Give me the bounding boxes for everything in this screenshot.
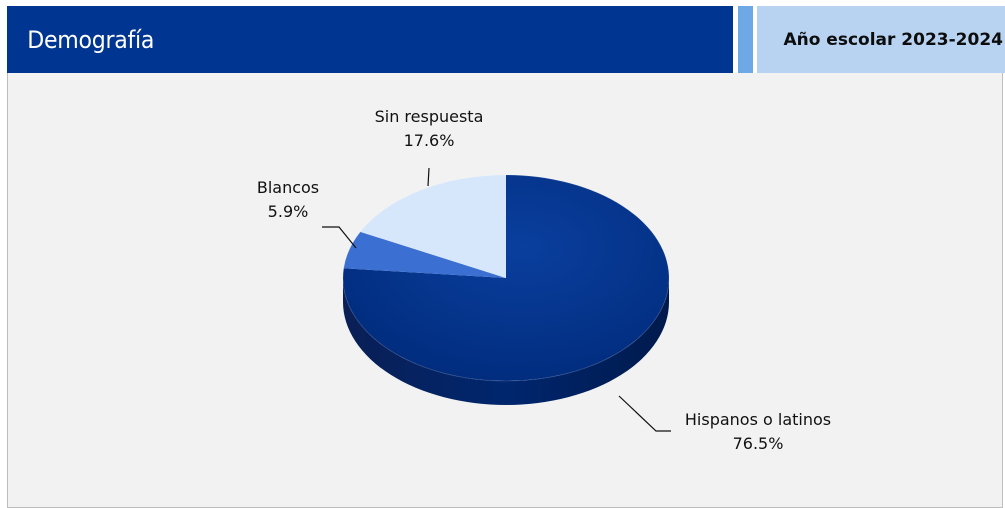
slice-category-label: Blancos <box>257 178 319 197</box>
slice-category-label: Hispanos o latinos <box>685 410 831 429</box>
pie-rim <box>342 174 670 382</box>
header-bar: Demografía <box>7 6 733 73</box>
school-year-box: Año escolar 2023-2024 <box>757 6 1005 73</box>
slice-category-label: Sin respuesta <box>375 107 484 126</box>
leader-line <box>618 395 671 432</box>
pie-slice-2 <box>360 175 506 278</box>
page-title: Demografía <box>27 25 155 54</box>
header-accent-strip <box>738 6 753 73</box>
slice-label-0: Hispanos o latinos 76.5% <box>618 395 831 453</box>
pie-slice-1 <box>343 231 506 278</box>
pie-side-wall <box>343 278 669 405</box>
school-year-label: Año escolar 2023-2024 <box>783 29 1003 50</box>
leader-line <box>427 167 430 187</box>
slice-value-label: 76.5% <box>733 434 784 453</box>
slice-value-label: 17.6% <box>404 131 455 150</box>
chart-panel: Hispanos o latinos 76.5% Blancos 5.9% Sin re… <box>7 73 1003 508</box>
slice-label-1: Blancos 5.9% <box>257 178 357 249</box>
slice-label-2: Sin respuesta 17.6% <box>375 107 484 187</box>
pie-chart: Hispanos o latinos 76.5% Blancos 5.9% Sin re… <box>257 107 831 453</box>
leader-line <box>322 226 357 249</box>
slice-value-label: 5.9% <box>268 202 309 221</box>
